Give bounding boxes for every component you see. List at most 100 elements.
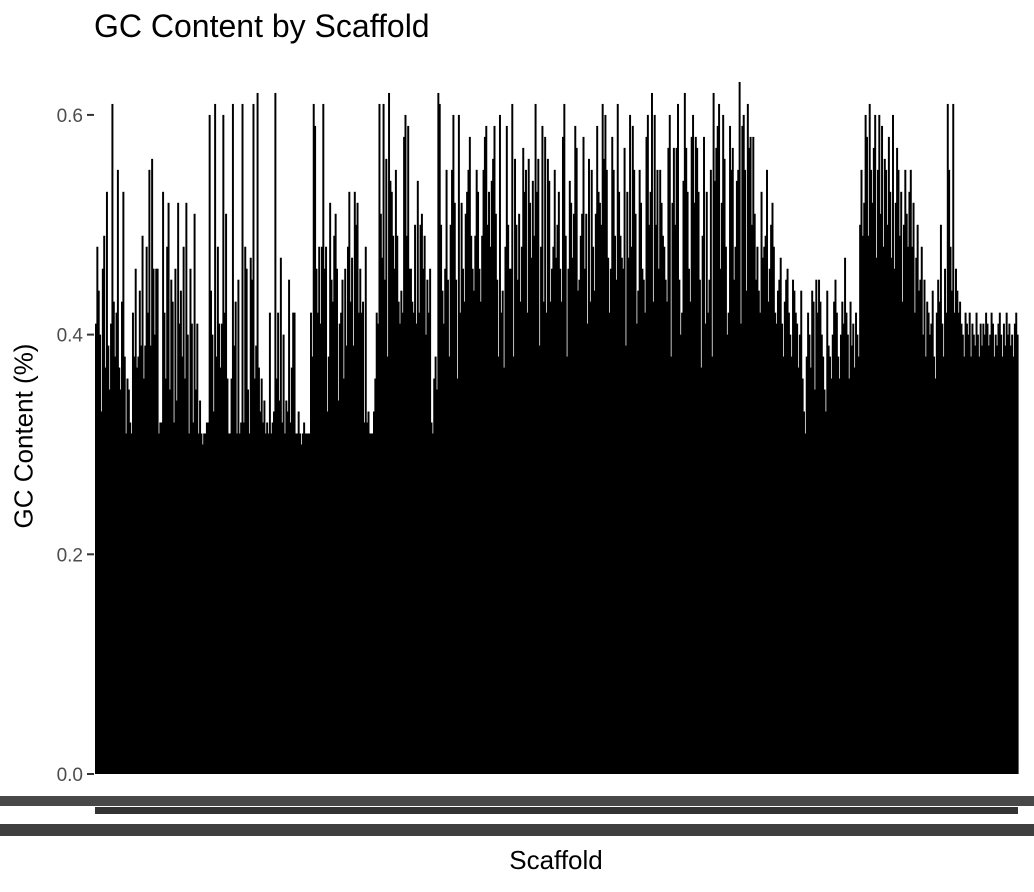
bar — [690, 136, 693, 774]
bar — [650, 92, 653, 774]
bar — [415, 323, 418, 774]
bar — [479, 301, 482, 774]
bar — [744, 169, 747, 775]
bar — [344, 268, 347, 774]
bar — [601, 103, 604, 774]
bar — [800, 290, 803, 774]
bar — [464, 213, 467, 774]
bar — [277, 312, 280, 774]
bar — [116, 169, 119, 775]
bar — [742, 114, 745, 775]
bar — [829, 356, 831, 774]
bar — [548, 180, 551, 774]
bar — [818, 279, 821, 774]
bar — [719, 268, 722, 774]
bar — [296, 433, 299, 774]
bar — [1001, 356, 1004, 774]
bar — [164, 378, 167, 774]
bar — [248, 433, 251, 774]
bar — [459, 312, 462, 774]
bar — [934, 378, 937, 774]
bar — [496, 279, 499, 774]
bar — [734, 246, 737, 775]
bar — [268, 312, 271, 774]
bar — [378, 103, 381, 774]
bar — [1016, 334, 1019, 774]
bar — [978, 356, 981, 774]
bar — [533, 235, 536, 774]
bar — [657, 268, 660, 774]
bar — [307, 433, 310, 774]
bar — [915, 257, 918, 775]
x-tick-label-band — [0, 824, 1034, 836]
bar — [271, 422, 274, 774]
bar — [677, 103, 679, 774]
bar — [383, 279, 386, 774]
bar — [392, 235, 395, 774]
bar — [504, 246, 507, 775]
bar — [500, 312, 503, 774]
bar — [541, 125, 544, 774]
bar — [144, 345, 147, 774]
x-tick-label-overflow — [0, 796, 1034, 806]
bar — [488, 191, 490, 774]
bar — [603, 158, 606, 775]
bar — [1009, 345, 1012, 774]
bar — [274, 92, 277, 774]
bar — [281, 422, 284, 774]
bar — [761, 257, 764, 775]
bar — [582, 136, 585, 774]
bar — [451, 169, 454, 775]
bar — [389, 180, 392, 774]
bar — [155, 268, 158, 774]
bar — [371, 433, 374, 774]
bar — [944, 268, 947, 774]
bar — [559, 268, 562, 774]
bar — [907, 246, 910, 775]
bar — [646, 114, 649, 775]
bar — [477, 191, 480, 774]
bar — [214, 103, 217, 774]
bar — [1008, 323, 1011, 774]
bar — [133, 356, 136, 774]
bar — [816, 312, 819, 774]
bar — [137, 356, 140, 774]
bar — [215, 356, 218, 774]
bar — [931, 290, 934, 774]
bar — [972, 334, 975, 774]
bar — [267, 433, 270, 774]
bar — [960, 323, 963, 774]
bar — [703, 136, 705, 774]
bar — [983, 334, 986, 774]
bar — [305, 433, 308, 774]
bar — [794, 312, 797, 774]
bar — [446, 279, 449, 774]
bar — [766, 169, 768, 775]
bar — [844, 257, 847, 775]
bar — [216, 246, 219, 775]
bar — [608, 312, 611, 774]
bar — [542, 301, 545, 774]
bar — [568, 180, 571, 774]
bar — [819, 301, 822, 774]
bar — [585, 213, 588, 774]
bar — [594, 213, 597, 774]
bar — [935, 312, 938, 774]
bar — [430, 422, 433, 774]
bar — [760, 191, 763, 774]
bar — [325, 246, 328, 775]
bar — [444, 268, 447, 774]
bar — [756, 246, 759, 775]
bar — [979, 323, 982, 774]
bar — [381, 257, 384, 775]
bar — [592, 246, 595, 775]
bar — [605, 169, 608, 775]
bar — [518, 213, 521, 774]
bar — [987, 345, 990, 774]
bar — [664, 279, 667, 774]
chart-title: GC Content by Scaffold — [94, 8, 430, 44]
bar — [355, 224, 358, 774]
bar — [838, 378, 841, 774]
bar — [196, 323, 199, 774]
bar — [492, 158, 495, 775]
